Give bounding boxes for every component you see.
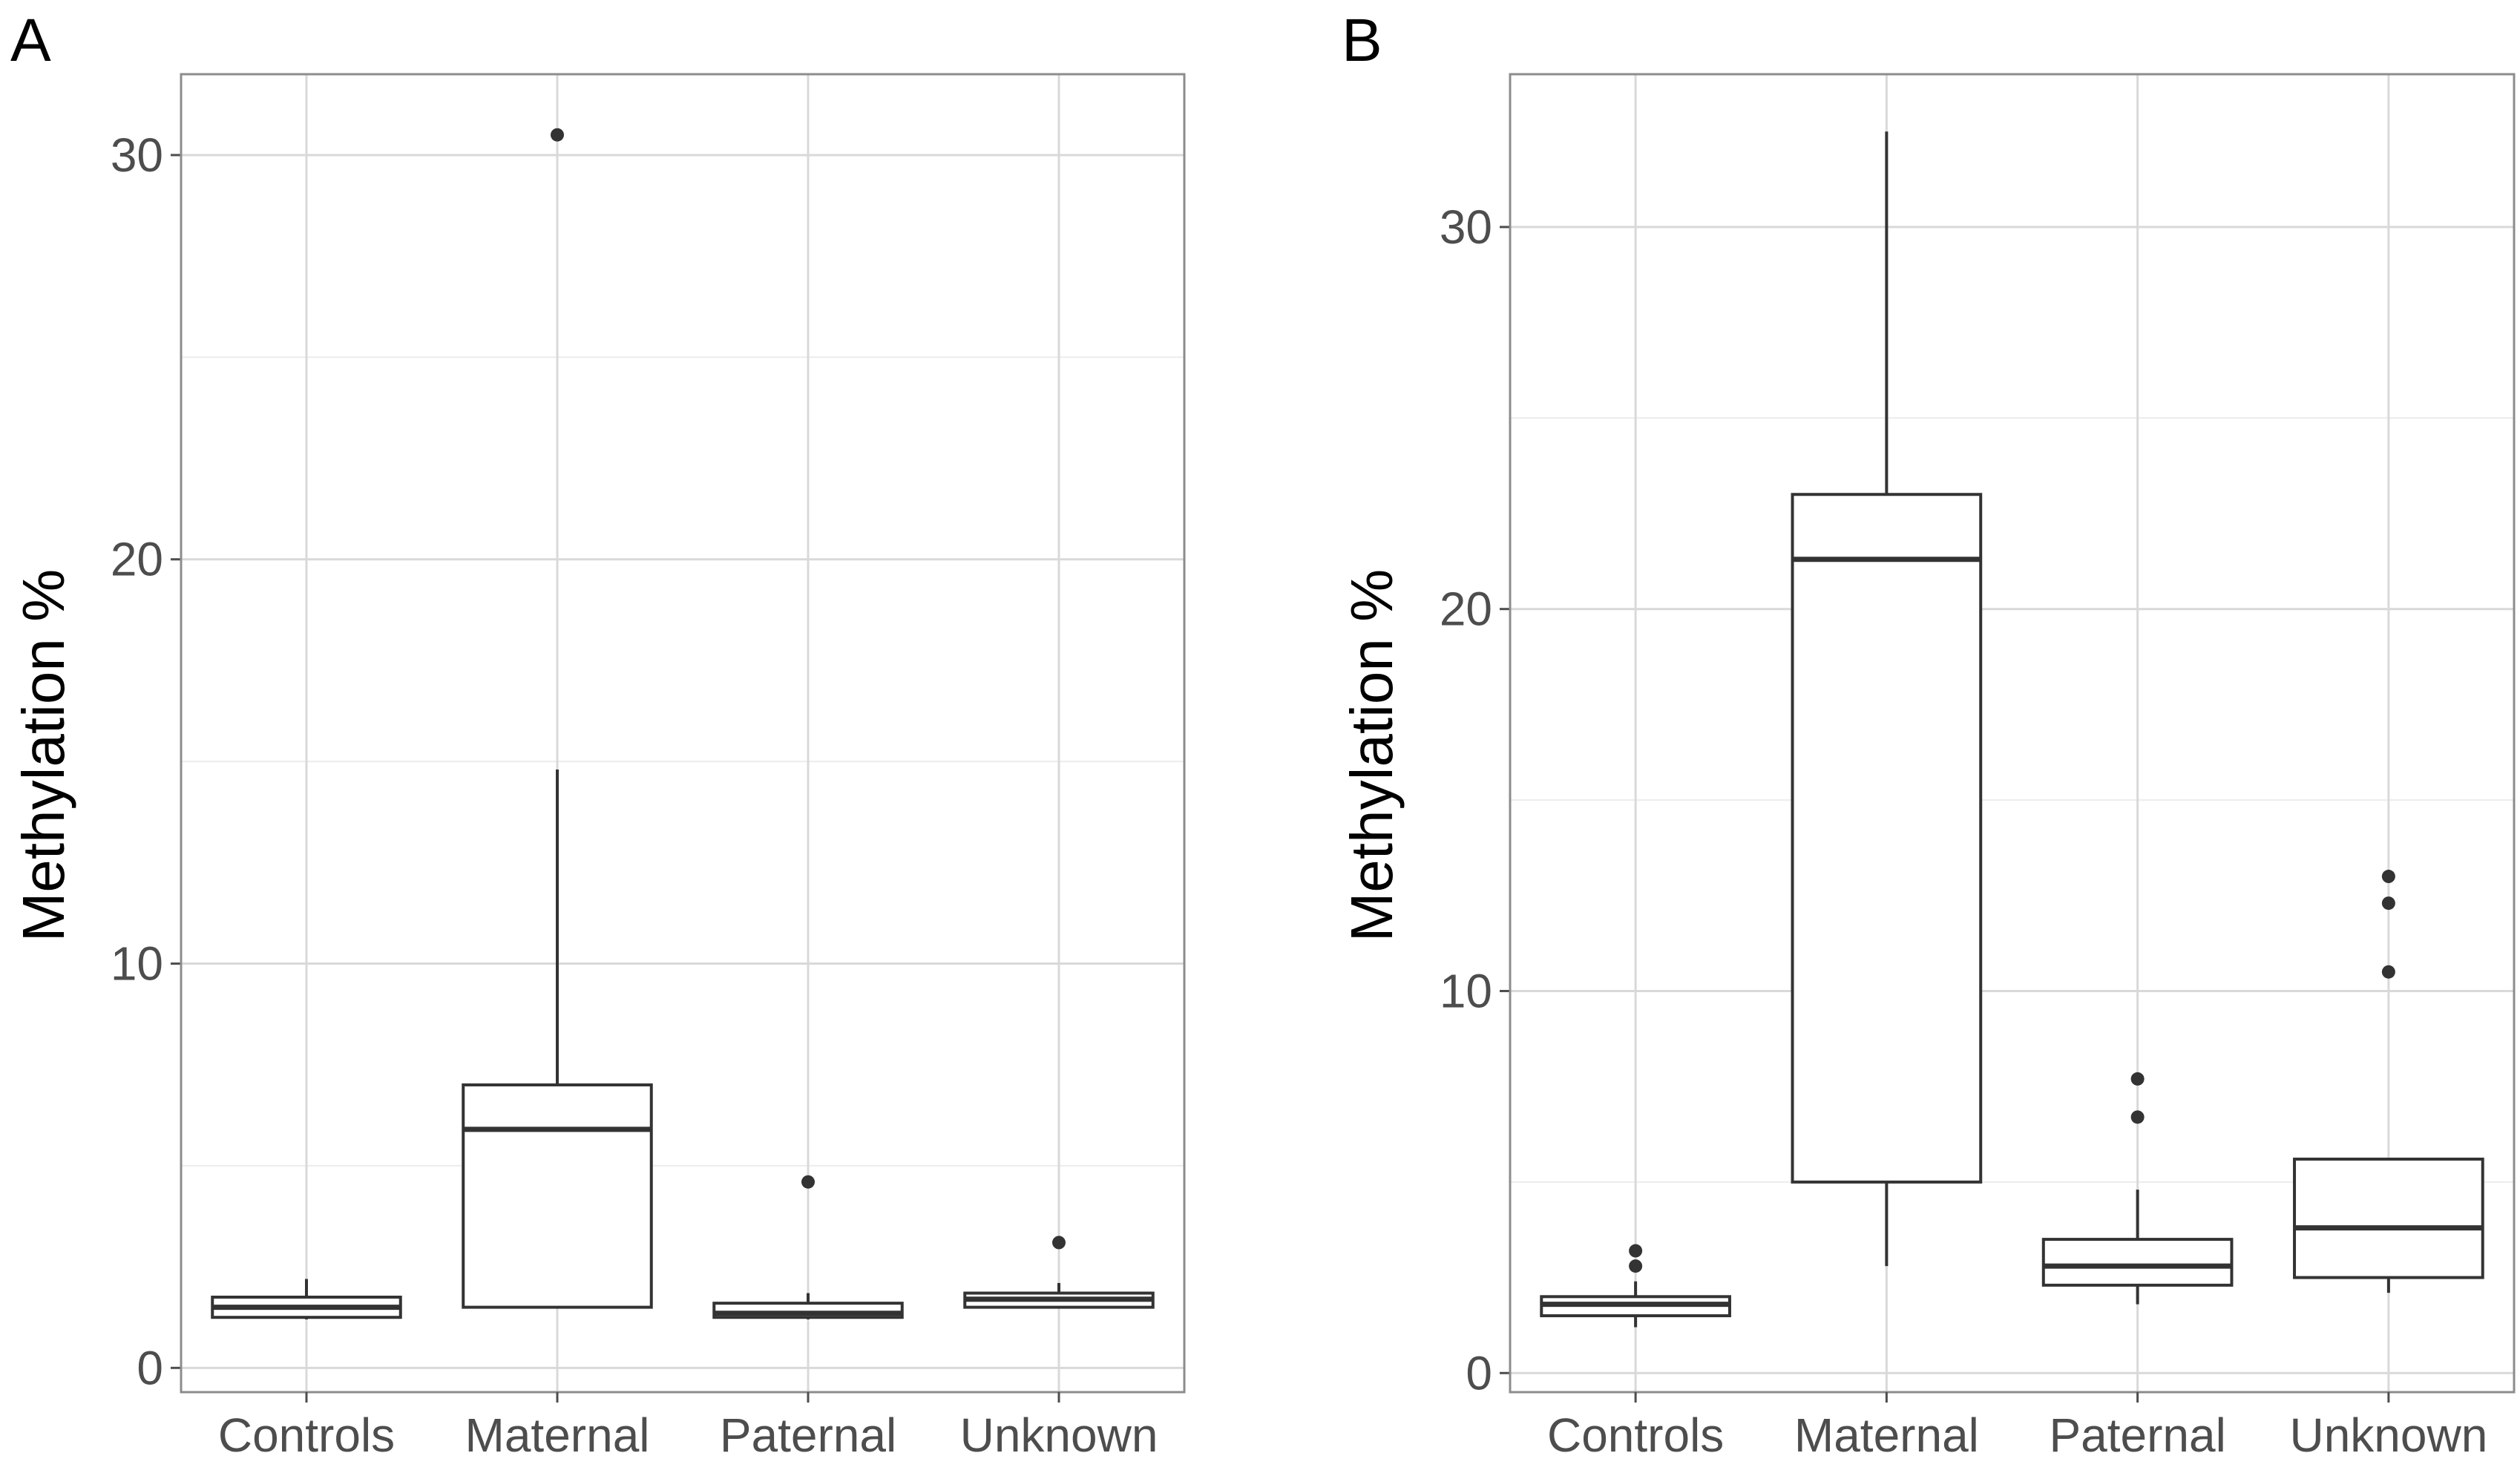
panel-a-y-tick-label: 0 xyxy=(137,1341,163,1394)
panel-a-x-tick-label: Controls xyxy=(218,1408,395,1462)
outlier-point xyxy=(1052,1236,1066,1250)
panel-a-x-tick-label: Maternal xyxy=(465,1408,650,1462)
outlier-point xyxy=(2130,1072,2145,1086)
iqr-box xyxy=(2293,1157,2484,1279)
panel-b-label: B xyxy=(1342,7,1382,74)
iqr-box xyxy=(462,1083,653,1309)
panel-b-box-maternal xyxy=(1791,131,1983,1267)
outlier-point xyxy=(1629,1259,1643,1273)
panel-b-box-controls xyxy=(1540,1244,1731,1328)
panel-a-y-tick-label: 20 xyxy=(111,533,163,586)
outlier-point xyxy=(551,128,564,142)
outlier-point xyxy=(1629,1244,1643,1258)
panel-b-x-tick-label: Unknown xyxy=(2289,1408,2487,1462)
panel-b-y-axis-title: Methylation % xyxy=(1339,569,1405,942)
panel-b-box-paternal xyxy=(2041,1072,2234,1305)
outlier-point xyxy=(2381,896,2395,911)
panel-a-box-unknown xyxy=(963,1236,1155,1309)
panel-b: B 0 10 20 30 Controls Maternal Paternal Unknown… xyxy=(1339,7,2516,1462)
panel-a-x-tick-label: Paternal xyxy=(720,1408,896,1462)
panel-a-box-controls xyxy=(211,1279,402,1319)
panel-b-y-tick-label: 20 xyxy=(1440,583,1492,636)
outlier-point xyxy=(2130,1110,2145,1124)
iqr-box xyxy=(1791,493,1983,1184)
outlier-point xyxy=(2381,965,2395,979)
panel-b-box-unknown xyxy=(2293,870,2484,1293)
panel-b-x-tick-label: Maternal xyxy=(1794,1408,1979,1462)
panel-b-y-tick-label: 0 xyxy=(1466,1346,1492,1400)
panel-b-x-tick-label: Controls xyxy=(1547,1408,1724,1462)
iqr-box xyxy=(2041,1238,2234,1287)
panel-b-y-tick-label: 10 xyxy=(1440,964,1492,1017)
outlier-point xyxy=(2381,870,2395,884)
panel-b-y-tick-label: 30 xyxy=(1440,200,1492,254)
panel-b-x-tick-label: Paternal xyxy=(2049,1408,2225,1462)
panel-a-box-maternal xyxy=(462,128,653,1309)
panel-a-y-tick-label: 10 xyxy=(111,937,163,991)
panel-b-plot-border xyxy=(1509,73,2516,1394)
outlier-point xyxy=(801,1175,815,1189)
panel-a: A 0 10 20 30 Controls Maternal Paternal Unknown… xyxy=(10,7,1186,1462)
panel-a-y-tick-label: 30 xyxy=(111,128,163,182)
panel-a-plot-border xyxy=(180,73,1186,1394)
panel-a-x-tick-label: Unknown xyxy=(960,1408,1158,1462)
panel-a-box-paternal xyxy=(712,1175,904,1319)
panel-a-label: A xyxy=(10,7,51,74)
panel-a-y-axis-title: Methylation % xyxy=(10,569,76,942)
